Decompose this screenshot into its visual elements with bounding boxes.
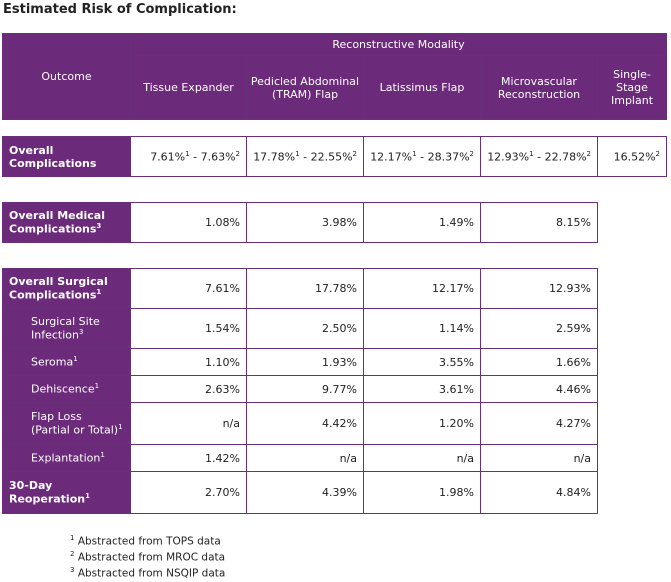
surgical-cell: n/a <box>130 402 247 445</box>
col-tram-flap: Pedicled Abdominal (TRAM) Flap <box>246 55 364 120</box>
table-row: Overall Medical Complications3 1.08% 3.9… <box>2 202 598 243</box>
overall-table: Overall Complications 7.61%1 - 7.63%2 17… <box>2 136 667 177</box>
table-row: Seroma1 1.10% 1.93% 3.55% 1.66% <box>2 348 598 376</box>
surgical-cell: 2.59% <box>480 308 598 349</box>
surgical-cell: 1.42% <box>130 444 247 472</box>
col-tissue-expander: Tissue Expander <box>130 55 247 120</box>
surgical-cell: 12.93% <box>480 268 598 309</box>
surgical-cell: 4.42% <box>246 402 364 445</box>
surgical-cell: 4.46% <box>480 375 598 403</box>
footnote: 2 Abstracted from MROC data <box>70 550 226 564</box>
overall-cell: 12.93%1 - 22.78%2 <box>480 136 598 177</box>
footnote: 1 Abstracted from TOPS data <box>70 534 221 548</box>
overall-cell: 17.78%1 - 22.55%2 <box>246 136 364 177</box>
surgical-cell: 4.84% <box>480 471 598 514</box>
surgical-cell: 4.39% <box>246 471 364 514</box>
surgical-cell: n/a <box>363 444 481 472</box>
overall-cell: 12.17%1 - 28.37%2 <box>363 136 481 177</box>
surgical-overall-label: Overall Surgical Complications1 <box>2 268 131 309</box>
table-row: 30-Day Reoperation1 2.70% 4.39% 1.98% 4.… <box>2 471 598 514</box>
table-row: Surgical Site Infection3 1.54% 2.50% 1.1… <box>2 308 598 349</box>
surgical-cell: 1.54% <box>130 308 247 349</box>
header-table: Outcome Reconstructive Modality Tissue E… <box>2 33 667 120</box>
col-single-stage: Single-Stage Implant <box>597 55 667 120</box>
surgical-cell: 3.55% <box>363 348 481 376</box>
table-row: Overall Surgical Complications1 7.61% 17… <box>2 268 598 309</box>
surgical-cell: 2.50% <box>246 308 364 349</box>
col-microvascular: Microvascular Reconstruction <box>480 55 598 120</box>
seroma-label: Seroma1 <box>2 348 131 376</box>
surgical-cell: 12.17% <box>363 268 481 309</box>
surgical-cell: 4.27% <box>480 402 598 445</box>
footnote: 3 Abstracted from NSQIP data <box>70 566 226 580</box>
surgical-cell: 1.66% <box>480 348 598 376</box>
flap-loss-label: Flap Loss (Partial or Total)1 <box>2 402 131 445</box>
surgical-cell: 17.78% <box>246 268 364 309</box>
surgical-cell: 3.61% <box>363 375 481 403</box>
surgical-cell: 2.63% <box>130 375 247 403</box>
surgical-cell: n/a <box>246 444 364 472</box>
surgical-cell: 1.10% <box>130 348 247 376</box>
table-row: Explantation1 1.42% n/a n/a n/a <box>2 444 598 472</box>
surgical-cell: 1.93% <box>246 348 364 376</box>
surgical-cell: 9.77% <box>246 375 364 403</box>
surgical-table: Overall Surgical Complications1 7.61% 17… <box>2 268 598 514</box>
surgical-cell: 2.70% <box>130 471 247 514</box>
dehiscence-label: Dehiscence1 <box>2 375 131 403</box>
col-latissimus-flap: Latissimus Flap <box>363 55 481 120</box>
medical-cell: 8.15% <box>480 202 598 243</box>
outcome-header: Outcome <box>2 33 131 120</box>
medical-cell: 1.49% <box>363 202 481 243</box>
surgical-site-infection-label: Surgical Site Infection3 <box>2 308 131 349</box>
table-row: Flap Loss (Partial or Total)1 n/a 4.42% … <box>2 402 598 445</box>
reoperation-label: 30-Day Reoperation1 <box>2 471 131 514</box>
overall-single-stage-cell: 16.52%2 <box>597 136 667 177</box>
surgical-cell: 1.20% <box>363 402 481 445</box>
overall-label: Overall Complications <box>2 136 131 177</box>
medical-cell: 1.08% <box>130 202 247 243</box>
modality-header: Reconstructive Modality <box>130 33 667 56</box>
overall-cell: 7.61%1 - 7.63%2 <box>130 136 247 177</box>
explantation-label: Explantation1 <box>2 444 131 472</box>
table-row: Overall Complications 7.61%1 - 7.63%2 17… <box>2 136 667 177</box>
medical-cell: 3.98% <box>246 202 364 243</box>
table-row: Dehiscence1 2.63% 9.77% 3.61% 4.46% <box>2 375 598 403</box>
surgical-cell: 7.61% <box>130 268 247 309</box>
page-title: Estimated Risk of Complication: <box>3 2 237 17</box>
surgical-cell: n/a <box>480 444 598 472</box>
medical-label: Overall Medical Complications3 <box>2 202 131 243</box>
surgical-cell: 1.14% <box>363 308 481 349</box>
surgical-cell: 1.98% <box>363 471 481 514</box>
medical-table: Overall Medical Complications3 1.08% 3.9… <box>2 202 598 243</box>
